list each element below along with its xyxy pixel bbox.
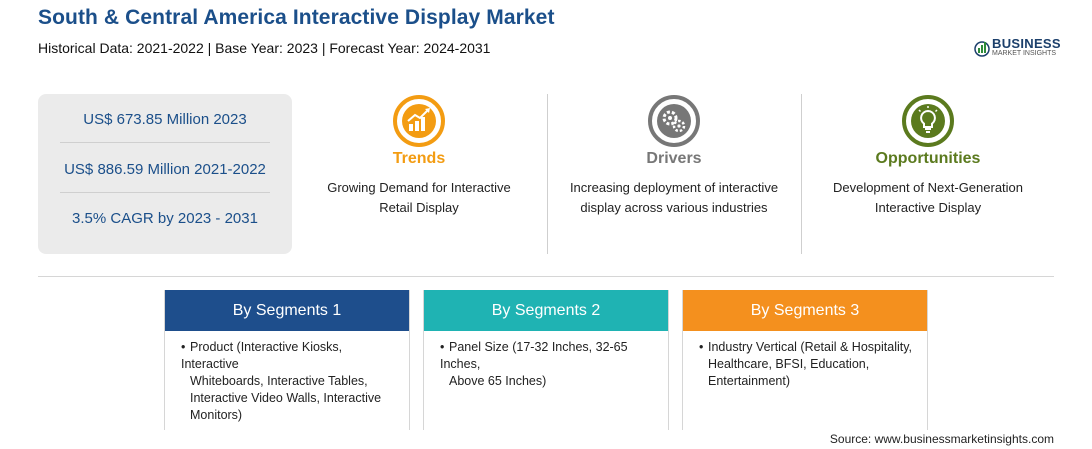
stat-divider bbox=[60, 142, 270, 143]
opportunities-description-line: Development of Next-Generation bbox=[832, 180, 1024, 195]
opportunities-heading: Opportunities bbox=[875, 150, 981, 167]
lightbulb-icon bbox=[902, 95, 954, 147]
segment-2-header: By Segments 2 bbox=[424, 290, 668, 331]
opportunities-description-line: Interactive Display bbox=[874, 200, 982, 215]
opportunities-column: Opportunities Development of Next-Genera… bbox=[803, 94, 1053, 254]
drivers-column: Drivers Increasing deployment of interac… bbox=[549, 94, 799, 254]
segment-1-header: By Segments 1 bbox=[165, 290, 409, 331]
logo-globe-icon bbox=[974, 41, 990, 57]
column-divider bbox=[547, 94, 548, 254]
segment-3-line: • Industry Vertical (Retail & Hospitality… bbox=[699, 339, 921, 356]
segment-card-3: By Segments 3 • Industry Vertical (Retail… bbox=[682, 290, 928, 430]
page-title: South & Central America Interactive Disp… bbox=[38, 6, 555, 29]
stat-market-size-2023: US$ 673.85 Million 2023 bbox=[83, 111, 247, 128]
segment-3-body: • Industry Vertical (Retail & Hospitality… bbox=[683, 331, 927, 390]
segment-3-text: Industry Vertical (Retail & Hospitality, bbox=[708, 340, 913, 354]
source-credit: Source: www.businessmarketinsights.com bbox=[829, 432, 1054, 446]
drivers-description-line: display across various industries bbox=[580, 200, 768, 215]
segment-1-line: • Product (Interactive Kiosks, Interactiv… bbox=[181, 339, 403, 373]
segment-1-text: Product (Interactive Kiosks, Interactive bbox=[181, 340, 343, 371]
segment-2-line: • Panel Size (17-32 Inches, 32-65 Inches, bbox=[440, 339, 662, 373]
segment-card-1: By Segments 1 • Product (Interactive Kios… bbox=[164, 290, 410, 430]
page-subtitle: Historical Data: 2021-2022 | Base Year: … bbox=[38, 40, 491, 56]
segment-2-line: Above 65 Inches) bbox=[449, 374, 547, 388]
stat-divider bbox=[60, 192, 270, 193]
bullet: • bbox=[181, 340, 186, 354]
opportunities-description: Development of Next-Generation Interacti… bbox=[803, 178, 1053, 218]
segment-3-line: Healthcare, BFSI, Education, bbox=[708, 357, 870, 371]
trend-chart-icon bbox=[393, 95, 445, 147]
company-logo: BUSINESS MARKET INSIGHTS bbox=[974, 36, 1064, 62]
segment-3-header: By Segments 3 bbox=[683, 290, 927, 331]
trends-description: Growing Demand for Interactive Retail Di… bbox=[294, 178, 544, 218]
drivers-description-line: Increasing deployment of interactive bbox=[569, 180, 779, 195]
segment-2-body: • Panel Size (17-32 Inches, 32-65 Inches,… bbox=[424, 331, 668, 390]
trends-description-line: Retail Display bbox=[379, 200, 459, 215]
segment-1-line: Interactive Video Walls, Interactive bbox=[190, 391, 382, 405]
segment-card-2: By Segments 2 • Panel Size (17-32 Inches,… bbox=[423, 290, 669, 430]
stat-cagr: 3.5% CAGR by 2023 - 2031 bbox=[72, 210, 258, 227]
logo-text-primary: BUSINESS bbox=[992, 36, 1061, 51]
segment-2-text: Panel Size (17-32 Inches, 32-65 Inches, bbox=[440, 340, 628, 371]
segment-1-body: • Product (Interactive Kiosks, Interactiv… bbox=[165, 331, 409, 424]
segment-1-line: Monitors) bbox=[190, 408, 243, 422]
market-stats-panel: US$ 673.85 Million 2023 US$ 886.59 Milli… bbox=[38, 94, 292, 254]
segment-3-line: Entertainment) bbox=[708, 374, 790, 388]
stat-market-size-historical: US$ 886.59 Million 2021-2022 bbox=[64, 161, 266, 178]
trends-description-line: Growing Demand for Interactive bbox=[327, 180, 511, 195]
bullet: • bbox=[699, 340, 704, 354]
drivers-heading: Drivers bbox=[646, 150, 702, 167]
trends-column: Trends Growing Demand for Interactive Re… bbox=[294, 94, 544, 254]
column-divider bbox=[801, 94, 802, 254]
trends-heading: Trends bbox=[392, 150, 446, 167]
section-divider bbox=[38, 276, 1054, 277]
bullet: • bbox=[440, 340, 445, 354]
logo-text-secondary: MARKET INSIGHTS bbox=[992, 50, 1057, 57]
gears-icon bbox=[648, 95, 700, 147]
segment-1-line: Whiteboards, Interactive Tables, bbox=[190, 374, 368, 388]
drivers-description: Increasing deployment of interactive dis… bbox=[549, 178, 799, 218]
